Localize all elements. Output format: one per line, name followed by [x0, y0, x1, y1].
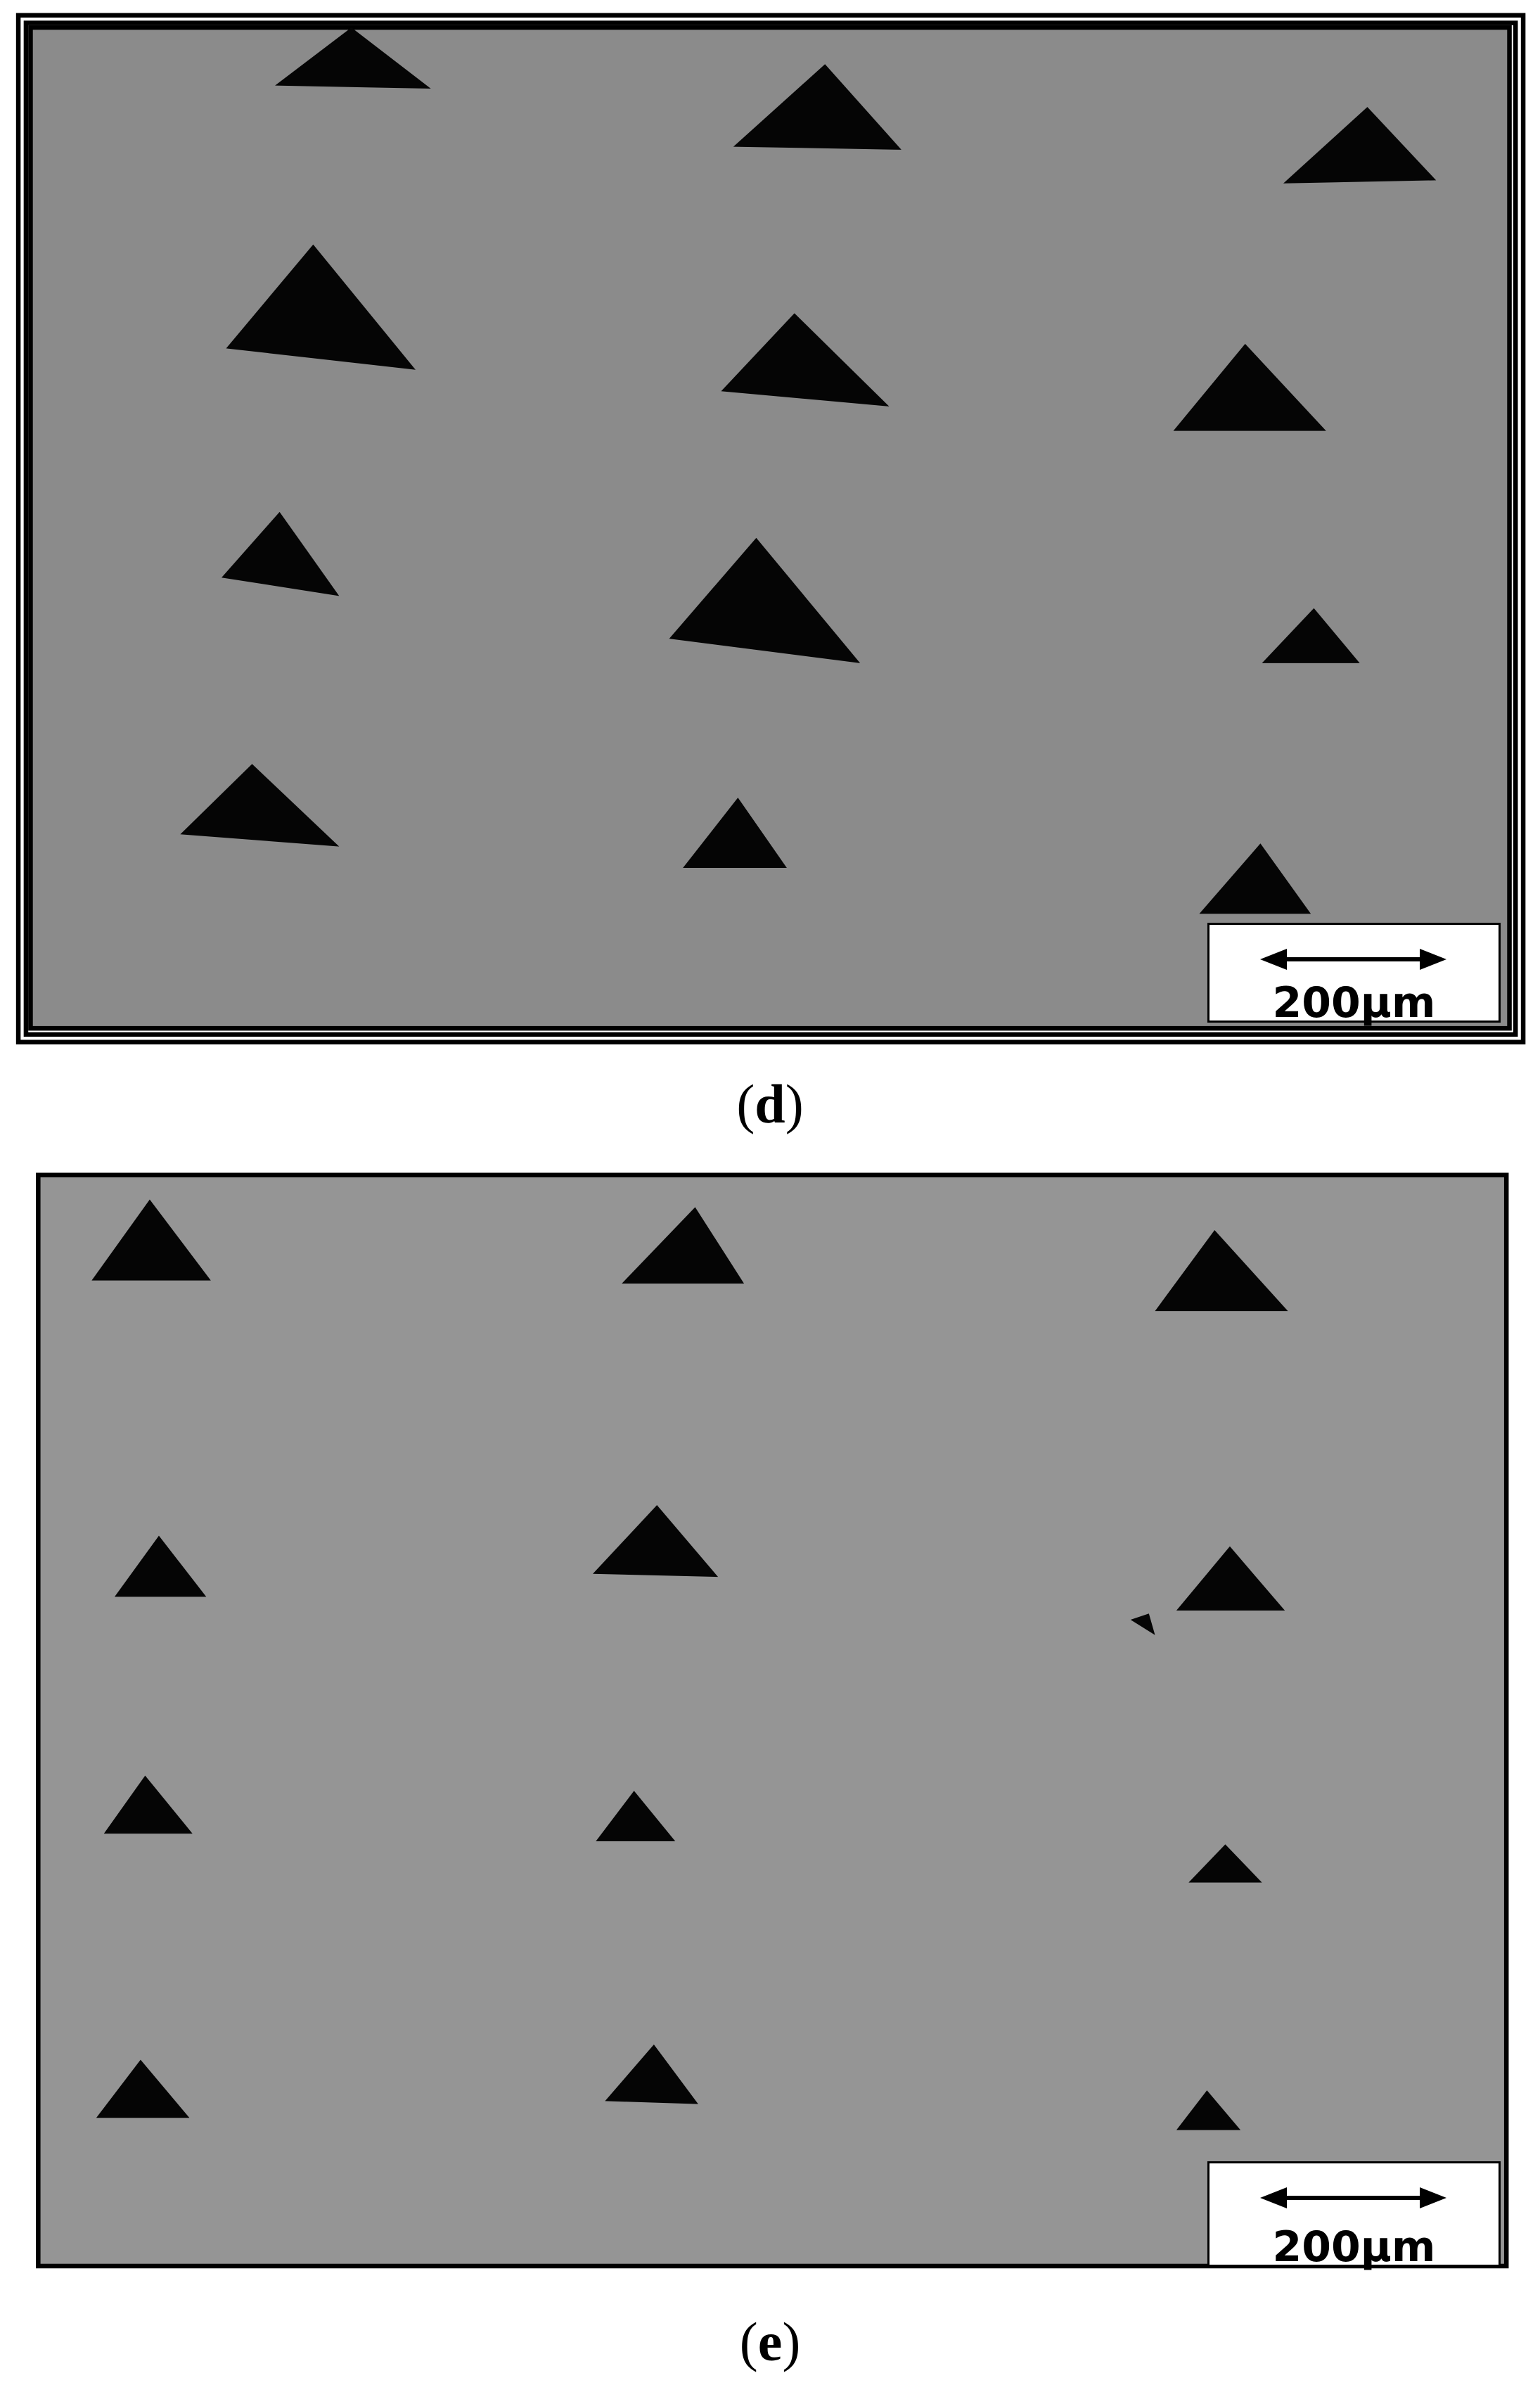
scale-bar-d: 200µm — [1207, 923, 1501, 1028]
indent — [1155, 1229, 1288, 1312]
double-arrow-icon — [1260, 2187, 1446, 2208]
indent — [721, 313, 890, 407]
panel-label: d — [755, 1073, 785, 1134]
indent — [592, 1505, 719, 1578]
indent — [275, 27, 431, 89]
panel-label: e — [757, 2311, 783, 2372]
indent — [733, 64, 901, 150]
indent — [605, 2044, 698, 2104]
caption-d: (d) — [736, 1073, 804, 1134]
indent — [596, 1791, 676, 1841]
indentation-marks-e — [91, 1199, 1288, 2130]
indentation-marks-d — [180, 27, 1437, 914]
indent — [96, 2059, 190, 2118]
indent — [1130, 1613, 1155, 1635]
caption-e: (e) — [739, 2311, 801, 2372]
indent — [1262, 608, 1360, 663]
indent — [222, 511, 340, 596]
indent — [622, 1207, 745, 1284]
scale-bar-e: 200µm — [1207, 2161, 1501, 2272]
indent — [103, 1775, 193, 1834]
indent — [1176, 2090, 1241, 2130]
indent — [1199, 843, 1311, 914]
indent — [114, 1535, 207, 1597]
micrograph-d — [15, 13, 1526, 1044]
double-arrow-icon — [1260, 949, 1446, 970]
indent — [91, 1199, 211, 1281]
indent — [1176, 1546, 1285, 1611]
indent — [180, 764, 340, 847]
indent — [1173, 343, 1326, 431]
scale-bar-label: 200µm — [1272, 978, 1436, 1028]
indent — [1188, 1844, 1262, 1883]
scale-bar-label: 200µm — [1272, 2222, 1436, 2272]
indent — [226, 244, 416, 370]
indent — [669, 537, 861, 663]
indent — [1283, 107, 1437, 184]
indent — [683, 798, 787, 869]
micrograph-e — [36, 1172, 1509, 2269]
